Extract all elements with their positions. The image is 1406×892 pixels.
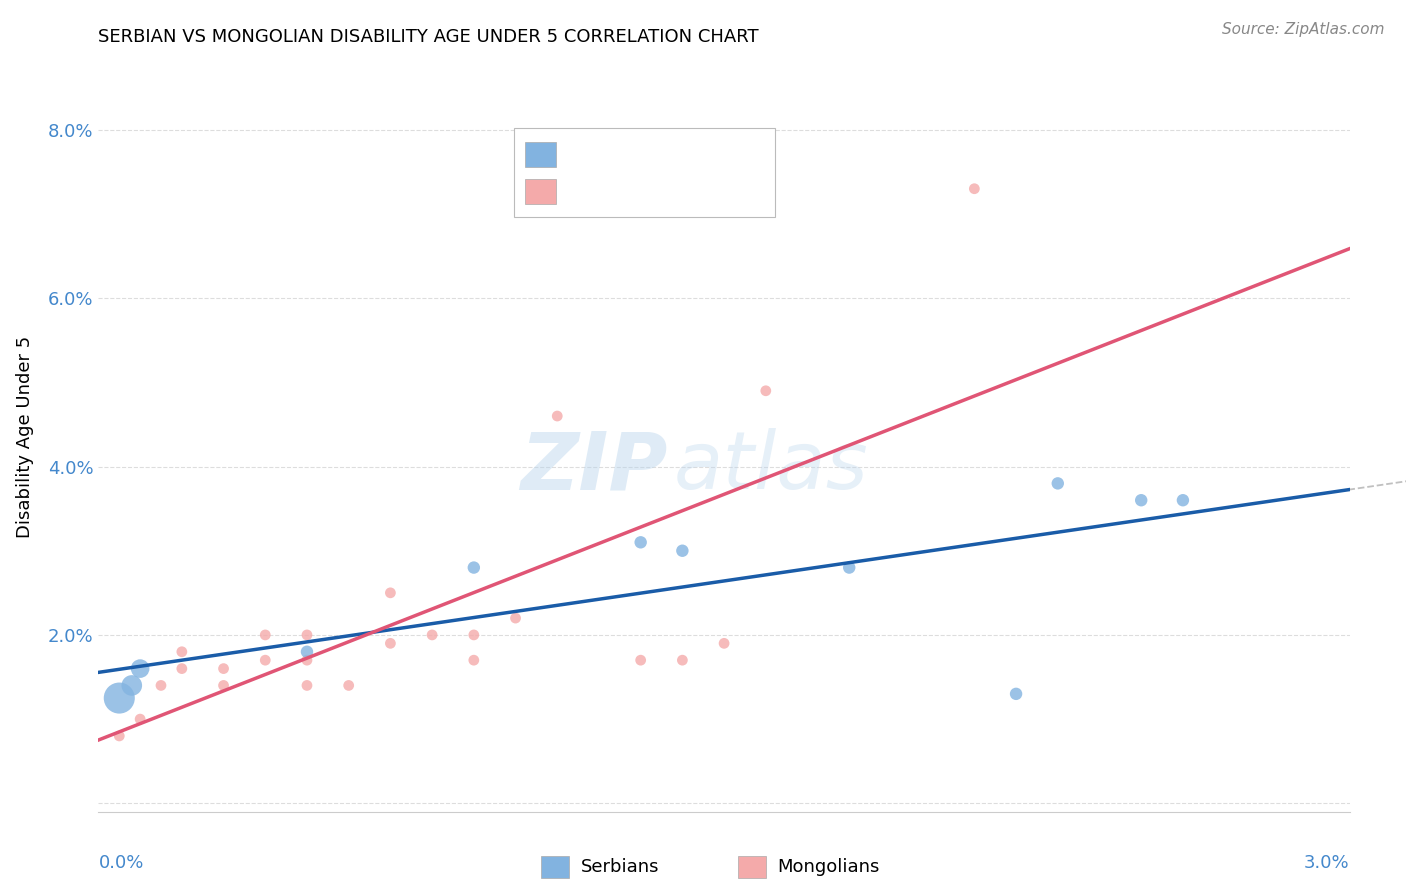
Text: 12: 12 — [678, 145, 703, 163]
Point — [463, 628, 485, 642]
Text: N =: N = — [647, 183, 688, 201]
Point — [630, 653, 652, 667]
Text: Source: ZipAtlas.com: Source: ZipAtlas.com — [1222, 22, 1385, 37]
Point — [838, 560, 860, 574]
Point — [170, 645, 193, 659]
Point — [420, 628, 443, 642]
Point — [108, 729, 131, 743]
Text: R =: R = — [564, 145, 603, 163]
Point — [212, 678, 235, 692]
Point — [150, 678, 173, 692]
Point — [505, 611, 527, 625]
Point — [671, 543, 693, 558]
Text: ZIP: ZIP — [520, 428, 668, 506]
Y-axis label: Disability Age Under 5: Disability Age Under 5 — [15, 336, 34, 538]
Point — [963, 182, 986, 196]
Text: atlas: atlas — [673, 428, 869, 506]
Point — [295, 678, 318, 692]
Text: SERBIAN VS MONGOLIAN DISABILITY AGE UNDER 5 CORRELATION CHART: SERBIAN VS MONGOLIAN DISABILITY AGE UNDE… — [98, 28, 759, 45]
Point — [1046, 476, 1069, 491]
Point — [121, 678, 143, 692]
Point — [1171, 493, 1194, 508]
Point — [108, 691, 131, 706]
Text: 0.544: 0.544 — [598, 183, 655, 201]
Point — [295, 653, 318, 667]
Point — [254, 653, 277, 667]
Point — [463, 560, 485, 574]
Point — [129, 662, 152, 676]
Point — [755, 384, 778, 398]
Text: 25: 25 — [678, 183, 703, 201]
Point — [1130, 493, 1153, 508]
Point — [1005, 687, 1028, 701]
Text: R =: R = — [564, 183, 603, 201]
Point — [380, 586, 402, 600]
Point — [170, 662, 193, 676]
Point — [254, 628, 277, 642]
Point — [671, 653, 693, 667]
Point — [713, 636, 735, 650]
Point — [295, 628, 318, 642]
Point — [129, 712, 152, 726]
Text: 3.0%: 3.0% — [1305, 854, 1350, 871]
Text: 0.678: 0.678 — [598, 145, 655, 163]
Text: N =: N = — [647, 145, 688, 163]
Point — [630, 535, 652, 549]
Text: 0.0%: 0.0% — [98, 854, 143, 871]
Text: Serbians: Serbians — [581, 858, 659, 876]
Point — [380, 636, 402, 650]
Point — [337, 678, 360, 692]
Point — [212, 662, 235, 676]
Text: Mongolians: Mongolians — [778, 858, 880, 876]
Point — [295, 645, 318, 659]
Point — [546, 409, 568, 423]
Point — [463, 653, 485, 667]
